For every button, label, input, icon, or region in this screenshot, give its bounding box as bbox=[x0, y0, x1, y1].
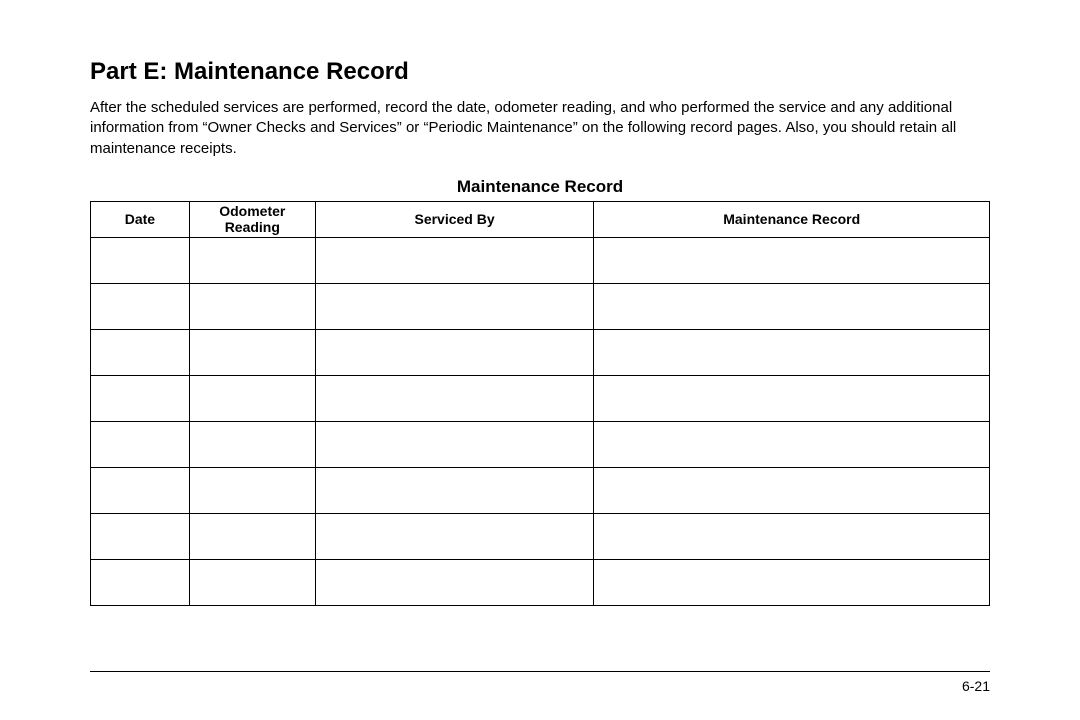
table-cell bbox=[189, 467, 315, 513]
table-cell bbox=[189, 283, 315, 329]
table-cell bbox=[315, 237, 594, 283]
table-row bbox=[91, 559, 990, 605]
table-cell bbox=[315, 283, 594, 329]
table-row bbox=[91, 467, 990, 513]
table-header-cell: Maintenance Record bbox=[594, 201, 990, 237]
table-cell bbox=[189, 559, 315, 605]
table-cell bbox=[189, 329, 315, 375]
table-cell bbox=[315, 513, 594, 559]
table-cell bbox=[315, 559, 594, 605]
page-title: Part E: Maintenance Record bbox=[90, 58, 990, 86]
table-cell bbox=[594, 467, 990, 513]
intro-paragraph: After the scheduled services are perform… bbox=[90, 98, 990, 159]
table-head: DateOdometerReadingServiced ByMaintenanc… bbox=[91, 201, 990, 237]
table-cell bbox=[594, 513, 990, 559]
table-cell bbox=[91, 513, 190, 559]
table-cell bbox=[315, 375, 594, 421]
table-cell bbox=[91, 329, 190, 375]
table-cell bbox=[594, 329, 990, 375]
table-cell bbox=[91, 283, 190, 329]
table-header-cell: Serviced By bbox=[315, 201, 594, 237]
table-row bbox=[91, 375, 990, 421]
table-cell bbox=[91, 237, 190, 283]
table-cell bbox=[189, 375, 315, 421]
table-cell bbox=[594, 237, 990, 283]
table-cell bbox=[315, 329, 594, 375]
table-row bbox=[91, 237, 990, 283]
table-cell bbox=[594, 375, 990, 421]
table-row bbox=[91, 283, 990, 329]
table-cell bbox=[315, 467, 594, 513]
table-header-row: DateOdometerReadingServiced ByMaintenanc… bbox=[91, 201, 990, 237]
table-body bbox=[91, 237, 990, 605]
table-cell bbox=[189, 237, 315, 283]
table-header-cell: OdometerReading bbox=[189, 201, 315, 237]
table-cell bbox=[594, 559, 990, 605]
table-cell bbox=[594, 283, 990, 329]
table-row bbox=[91, 513, 990, 559]
table-cell bbox=[594, 421, 990, 467]
table-cell bbox=[189, 421, 315, 467]
table-header-cell: Date bbox=[91, 201, 190, 237]
table-cell bbox=[91, 375, 190, 421]
table-row bbox=[91, 329, 990, 375]
table-cell bbox=[315, 421, 594, 467]
table-title: Maintenance Record bbox=[90, 177, 990, 197]
maintenance-record-table: DateOdometerReadingServiced ByMaintenanc… bbox=[90, 201, 990, 606]
footer-rule bbox=[90, 671, 990, 672]
page-number: 6-21 bbox=[962, 678, 990, 694]
table-cell bbox=[189, 513, 315, 559]
table-cell bbox=[91, 421, 190, 467]
table-cell bbox=[91, 559, 190, 605]
table-cell bbox=[91, 467, 190, 513]
table-row bbox=[91, 421, 990, 467]
